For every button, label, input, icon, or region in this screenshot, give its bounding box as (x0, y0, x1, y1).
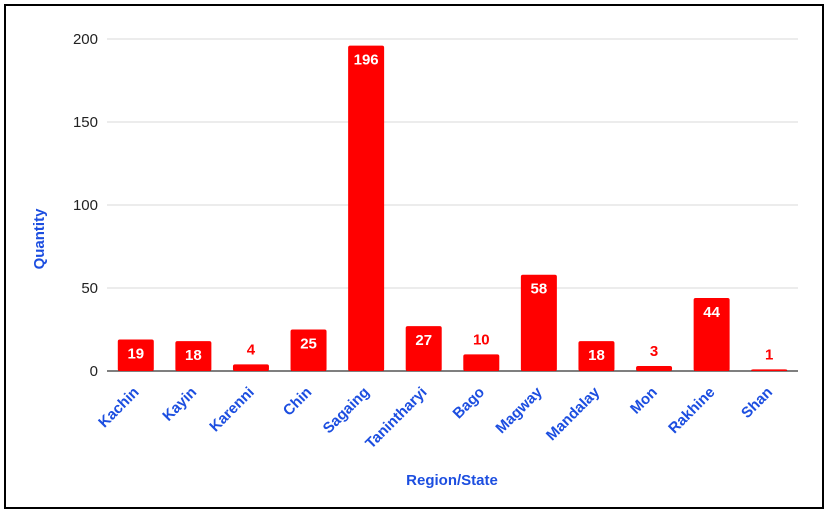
x-tick-label: Mon (627, 384, 661, 418)
x-tick-label: Karenni (206, 384, 258, 436)
data-label: 18 (185, 347, 202, 364)
x-tick-label: Kachin (95, 384, 142, 431)
x-tick-label: Mandalay (543, 383, 604, 444)
bar (348, 45, 385, 371)
data-label: 58 (531, 281, 548, 298)
data-label: 27 (415, 332, 432, 349)
bar (232, 364, 269, 371)
y-tick-label: 200 (73, 31, 98, 48)
chart-frame (4, 4, 824, 509)
data-label: 4 (247, 341, 256, 358)
x-tick-label: Kayin (159, 384, 200, 425)
bar (405, 326, 442, 371)
data-label: 3 (650, 343, 658, 360)
bar (520, 274, 557, 371)
y-axis-ticks: 0 50 100 150 200 (73, 31, 98, 380)
x-tick-label: Magway (492, 383, 546, 437)
data-label: 1 (765, 346, 773, 363)
bar (290, 329, 327, 371)
bar (751, 369, 788, 371)
x-tick-label: Shan (738, 384, 776, 422)
x-tick-label: Rakhine (665, 384, 718, 437)
data-labels: 19 18 4 25 196 27 10 58 18 3 44 1 (127, 52, 773, 364)
x-axis-ticks: Kachin Kayin Karenni Chin SagaingTanintharyi… (95, 383, 776, 452)
x-tick-label: Bago (450, 384, 489, 423)
x-tick-label: Chin (280, 384, 316, 420)
data-label: 18 (588, 347, 605, 364)
y-axis-title: Quantity (31, 208, 48, 269)
bars (117, 45, 788, 371)
y-tick-label: 0 (90, 363, 98, 380)
bar (693, 297, 730, 371)
y-tick-label: 100 (73, 197, 98, 214)
data-label: 25 (300, 336, 317, 353)
bar (636, 366, 673, 371)
data-label: 196 (354, 52, 379, 69)
x-tick-label: Tanintharyi (362, 384, 430, 452)
bar (117, 339, 154, 371)
bar (578, 341, 615, 371)
y-tick-label: 50 (81, 280, 98, 297)
y-tick-label: 150 (73, 114, 98, 131)
bar (175, 341, 212, 371)
gridlines (107, 38, 798, 372)
x-tick-label: Sagaing (320, 384, 373, 437)
data-label: 44 (703, 304, 720, 321)
x-axis-title: Region/State (406, 472, 498, 489)
bar (463, 354, 500, 371)
data-label: 19 (127, 345, 144, 362)
data-label: 10 (473, 331, 490, 348)
